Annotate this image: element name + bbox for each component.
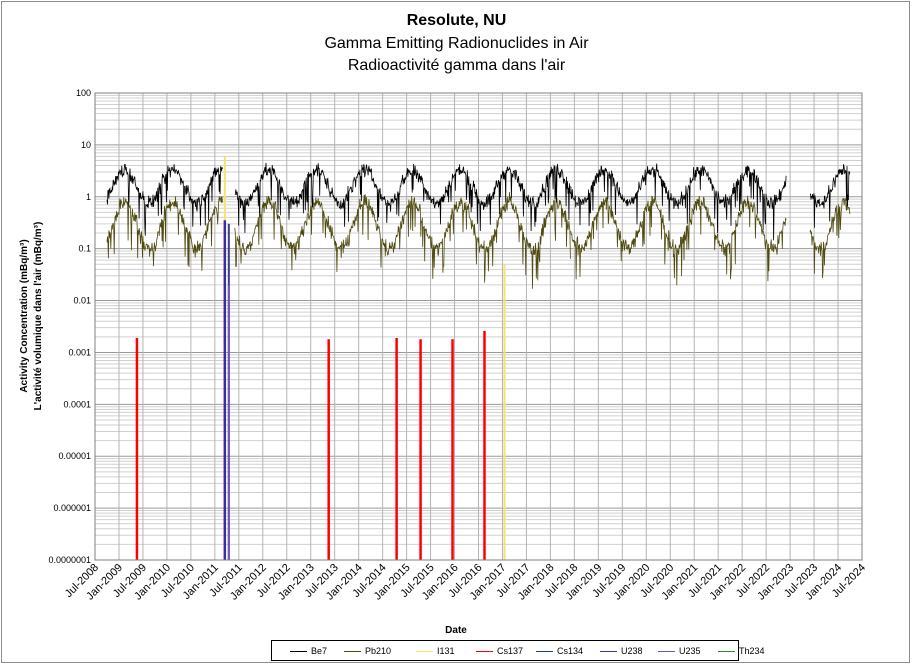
- legend-swatch: [476, 651, 493, 652]
- y-tick-label: 0.001: [68, 347, 91, 357]
- legend-swatch: [536, 651, 553, 652]
- x-axis-label: Date: [445, 625, 467, 636]
- legend-swatch: [290, 651, 307, 652]
- series-pb210-line: [106, 192, 851, 289]
- legend-swatch: [416, 651, 433, 652]
- legend-label: Cs137: [497, 646, 524, 656]
- y-tick-label: 0.1: [78, 244, 91, 254]
- legend-swatch: [718, 651, 735, 652]
- y-tick-label: 100: [76, 88, 91, 98]
- y-tick-label: 10: [81, 140, 91, 150]
- y-tick-labels: 100 10 1 0.1 0.01 0.001 0.0001 0.00001 0.000001 0…: [48, 88, 91, 565]
- chart-title: Resolute, NU: [406, 12, 507, 29]
- series-be7-line: [106, 162, 851, 241]
- legend-label: I131: [437, 646, 455, 656]
- y-axis-label-english: Activity Concentration (mBq/m³): [19, 239, 30, 392]
- x-tick-labels: Jul-2008Jan-2009Jul-2009Jan-2010Jul-2010…: [63, 562, 868, 603]
- legend-label: Pb210: [365, 646, 392, 656]
- y-tick-label: 0.000001: [53, 503, 91, 513]
- legend-swatch: [658, 651, 675, 652]
- legend-label: Be7: [311, 646, 328, 656]
- chart-subtitle-french: Radioactivité gamma dans l'air: [347, 57, 566, 74]
- legend: Be7 Pb210 I131 Cs137 Cs134 U238 U235 Th234: [271, 640, 765, 661]
- plot-border: [94, 92, 863, 561]
- y-tick-label: 1: [86, 192, 91, 202]
- y-tick-label: 0.0000001: [48, 555, 91, 565]
- legend-label: U238: [621, 646, 643, 656]
- y-axis-label-french: L'activité volumique dans l'air (mBq/m³): [33, 222, 44, 411]
- legend-label: Th234: [739, 646, 765, 656]
- legend-label: U235: [679, 646, 701, 656]
- y-tick-label: 0.00001: [58, 451, 91, 461]
- y-tick-label: 0.0001: [63, 399, 91, 409]
- chart-subtitle-english: Gamma Emitting Radionuclides in Air: [324, 35, 589, 52]
- series-layer: [106, 156, 851, 560]
- legend-swatch: [344, 651, 361, 652]
- legend-label: Cs134: [557, 646, 584, 656]
- plot-grid: [94, 93, 863, 561]
- y-tick-label: 0.01: [73, 296, 91, 306]
- legend-swatch: [600, 651, 617, 652]
